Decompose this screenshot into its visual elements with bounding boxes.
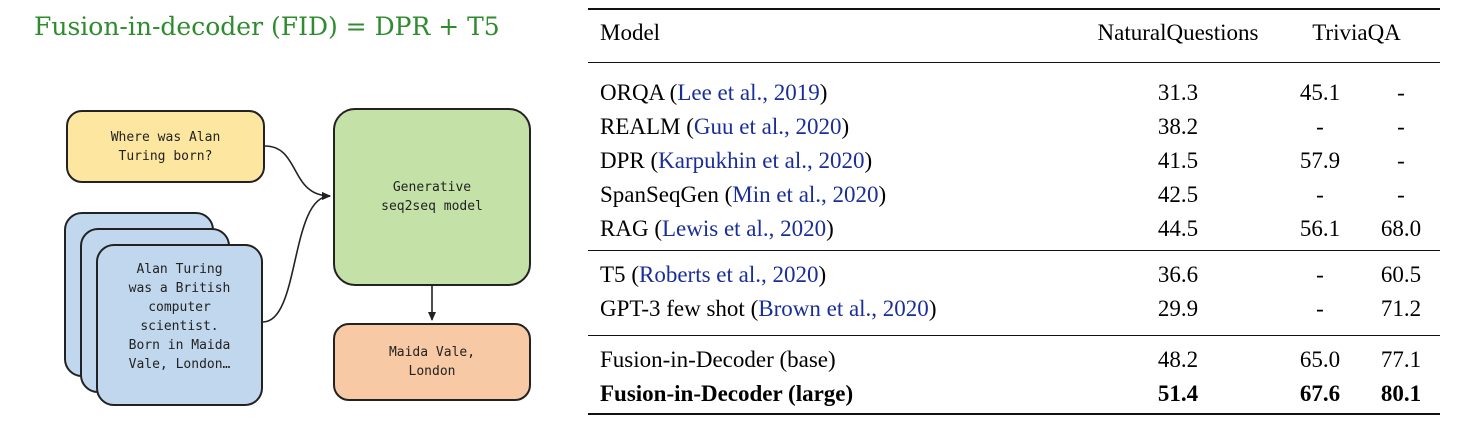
naturalquestions-score: 41.5 <box>1157 148 1199 173</box>
triviaqa-score-1: 57.9 <box>1299 148 1341 173</box>
model-cell: ORQA (Lee et al., 2019) <box>600 80 828 105</box>
model-name: RAG <box>600 216 649 241</box>
triviaqa-score-1: 45.1 <box>1299 80 1341 105</box>
model-cell: T5 (Roberts et al., 2020) <box>600 262 827 287</box>
group-separator-rule <box>588 335 1440 336</box>
model-name: T5 <box>600 262 626 287</box>
model-name: SpanSeqGen <box>600 182 719 207</box>
triviaqa-score-2: 60.5 <box>1380 262 1422 287</box>
question-to-model-arrow <box>264 145 331 200</box>
model-cell: SpanSeqGen (Min et al., 2020) <box>600 182 887 207</box>
table-row: GPT-3 few shot (Brown et al., 2020) 29.9 -… <box>588 292 1440 326</box>
table-row: Fusion-in-Decoder (base) 48.2 65.0 77.1 <box>588 343 1440 377</box>
triviaqa-score-2: - <box>1397 80 1405 105</box>
table-bottom-rule <box>588 413 1440 415</box>
table-row: REALM (Guu et al., 2020) 38.2 - - <box>588 110 1440 144</box>
triviaqa-score-1: - <box>1316 182 1324 207</box>
naturalquestions-score: 31.3 <box>1157 80 1199 105</box>
triviaqa-score-1: - <box>1316 114 1324 139</box>
passage-to-model-arrow <box>262 192 331 323</box>
model-name: Fusion-in-Decoder (large) <box>600 381 854 406</box>
table-row: SpanSeqGen (Min et al., 2020) 42.5 - - <box>588 178 1440 212</box>
fid-diagram: Where was Alan Turing born? Alan Turing … <box>0 0 570 433</box>
model-cell: Fusion-in-Decoder (base) <box>600 343 836 377</box>
model-name: GPT-3 few shot <box>600 296 745 321</box>
naturalquestions-score: 42.5 <box>1157 182 1199 207</box>
model-name: DPR <box>600 148 645 173</box>
naturalquestions-score: 29.9 <box>1157 296 1199 321</box>
naturalquestions-score: 38.2 <box>1157 114 1199 139</box>
citation-link[interactable]: Roberts et al., 2020 <box>638 262 819 287</box>
model-cell: DPR (Karpukhin et al., 2020) <box>600 148 873 173</box>
seq2seq-model-box: Generative seq2seq model <box>333 108 531 286</box>
triviaqa-score-1: 56.1 <box>1299 216 1341 241</box>
model-name: Fusion-in-Decoder (base) <box>600 347 836 372</box>
citation-link[interactable]: Lee et al., 2019 <box>677 80 820 105</box>
model-cell: Fusion-in-Decoder (large) <box>600 377 853 411</box>
table-row: ORQA (Lee et al., 2019) 31.3 45.1 - <box>588 76 1440 110</box>
citation-link[interactable]: Lewis et al., 2020 <box>661 216 827 241</box>
triviaqa-score-2: 80.1 <box>1380 381 1422 406</box>
table-top-rule <box>588 8 1440 10</box>
header-model: Model <box>600 20 661 45</box>
diagram-arrows <box>262 145 436 323</box>
model-cell: GPT-3 few shot (Brown et al., 2020) <box>600 296 937 321</box>
triviaqa-score-1: 65.0 <box>1299 347 1341 372</box>
table-row: T5 (Roberts et al., 2020) 36.6 - 60.5 <box>588 258 1440 292</box>
model-name: ORQA <box>600 80 664 105</box>
naturalquestions-score: 48.2 <box>1157 347 1199 372</box>
citation-link[interactable]: Min et al., 2020 <box>732 182 879 207</box>
triviaqa-score-2: - <box>1397 148 1405 173</box>
table-header-row: Model NaturalQuestions TriviaQA <box>588 16 1440 50</box>
passage-box-front: Alan Turing was a British computer scien… <box>96 244 263 406</box>
triviaqa-score-2: - <box>1397 182 1405 207</box>
citation-link[interactable]: Karpukhin et al., 2020 <box>658 148 865 173</box>
citation-link[interactable]: Guu et al., 2020 <box>693 114 842 139</box>
table-header-rule <box>588 62 1440 63</box>
answer-box: Maida Vale, London <box>333 323 531 401</box>
model-name: REALM <box>600 114 681 139</box>
triviaqa-score-1: - <box>1316 262 1324 287</box>
triviaqa-score-2: - <box>1397 114 1405 139</box>
naturalquestions-score: 51.4 <box>1157 381 1199 406</box>
triviaqa-score-1: - <box>1316 296 1324 321</box>
triviaqa-score-1: 67.6 <box>1299 381 1341 406</box>
triviaqa-score-2: 68.0 <box>1380 216 1422 241</box>
header-naturalquestions: NaturalQuestions <box>1097 20 1259 45</box>
header-triviaqa: TriviaQA <box>1312 20 1401 45</box>
citation-link[interactable]: Brown et al., 2020 <box>758 296 929 321</box>
slide-heading: Fusion-in-decoder (FID) = DPR + T5 <box>34 12 500 41</box>
table-row: RAG (Lewis et al., 2020) 44.5 56.1 68.0 <box>588 212 1440 246</box>
model-cell: REALM (Guu et al., 2020) <box>600 114 850 139</box>
naturalquestions-score: 44.5 <box>1157 216 1199 241</box>
naturalquestions-score: 36.6 <box>1157 262 1199 287</box>
table-row: Fusion-in-Decoder (large) 51.4 67.6 80.1 <box>588 377 1440 411</box>
triviaqa-score-2: 77.1 <box>1380 347 1422 372</box>
group-separator-rule <box>588 250 1440 251</box>
model-cell: RAG (Lewis et al., 2020) <box>600 216 834 241</box>
table-row: DPR (Karpukhin et al., 2020) 41.5 57.9 - <box>588 144 1440 178</box>
question-box: Where was Alan Turing born? <box>66 110 265 183</box>
triviaqa-score-2: 71.2 <box>1380 296 1422 321</box>
